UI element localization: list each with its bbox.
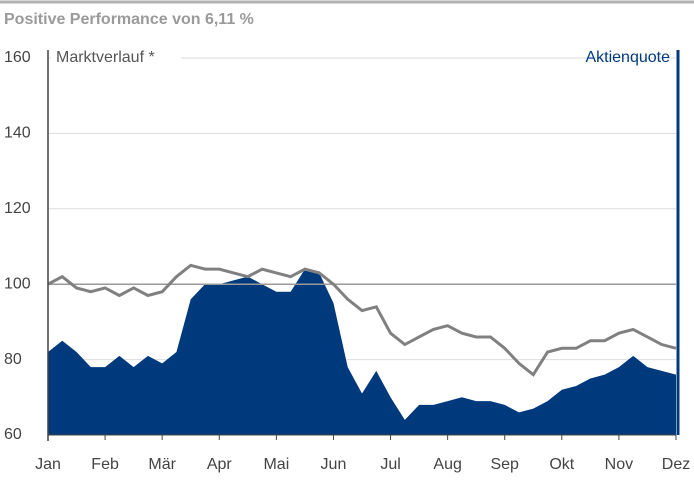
- y-tick-label: 160: [4, 49, 31, 66]
- y-tick-label: 120: [4, 200, 31, 217]
- chart-title: Positive Performance von 6,11 %: [4, 11, 254, 28]
- y-tick-label: 60: [4, 426, 22, 443]
- x-tick-label: Jun: [321, 456, 347, 473]
- legend-label: Marktverlauf *: [56, 49, 155, 66]
- y-tick-label: 140: [4, 125, 31, 142]
- x-tick-label: Mai: [263, 456, 289, 473]
- x-tick-label: Dez: [662, 456, 690, 473]
- x-tick-label: Nov: [605, 456, 633, 473]
- line: [47, 263, 677, 377]
- legend-bg: [51, 48, 181, 68]
- x-tick-label: Apr: [207, 456, 233, 473]
- x-tick-label: Jan: [35, 456, 61, 473]
- x-tick-label: Aug: [433, 456, 461, 473]
- x-tick-label: Jul: [380, 456, 400, 473]
- y-tick-label: 100: [4, 275, 31, 292]
- x-tick-label: Sep: [490, 456, 519, 473]
- legend-label: Aktienquote: [585, 49, 670, 66]
- x-tick-label: Okt: [549, 456, 574, 473]
- x-tick-label: Mär: [148, 456, 176, 473]
- area: [48, 269, 676, 435]
- y-tick-label: 80: [4, 351, 22, 368]
- x-tick-label: Feb: [91, 456, 119, 473]
